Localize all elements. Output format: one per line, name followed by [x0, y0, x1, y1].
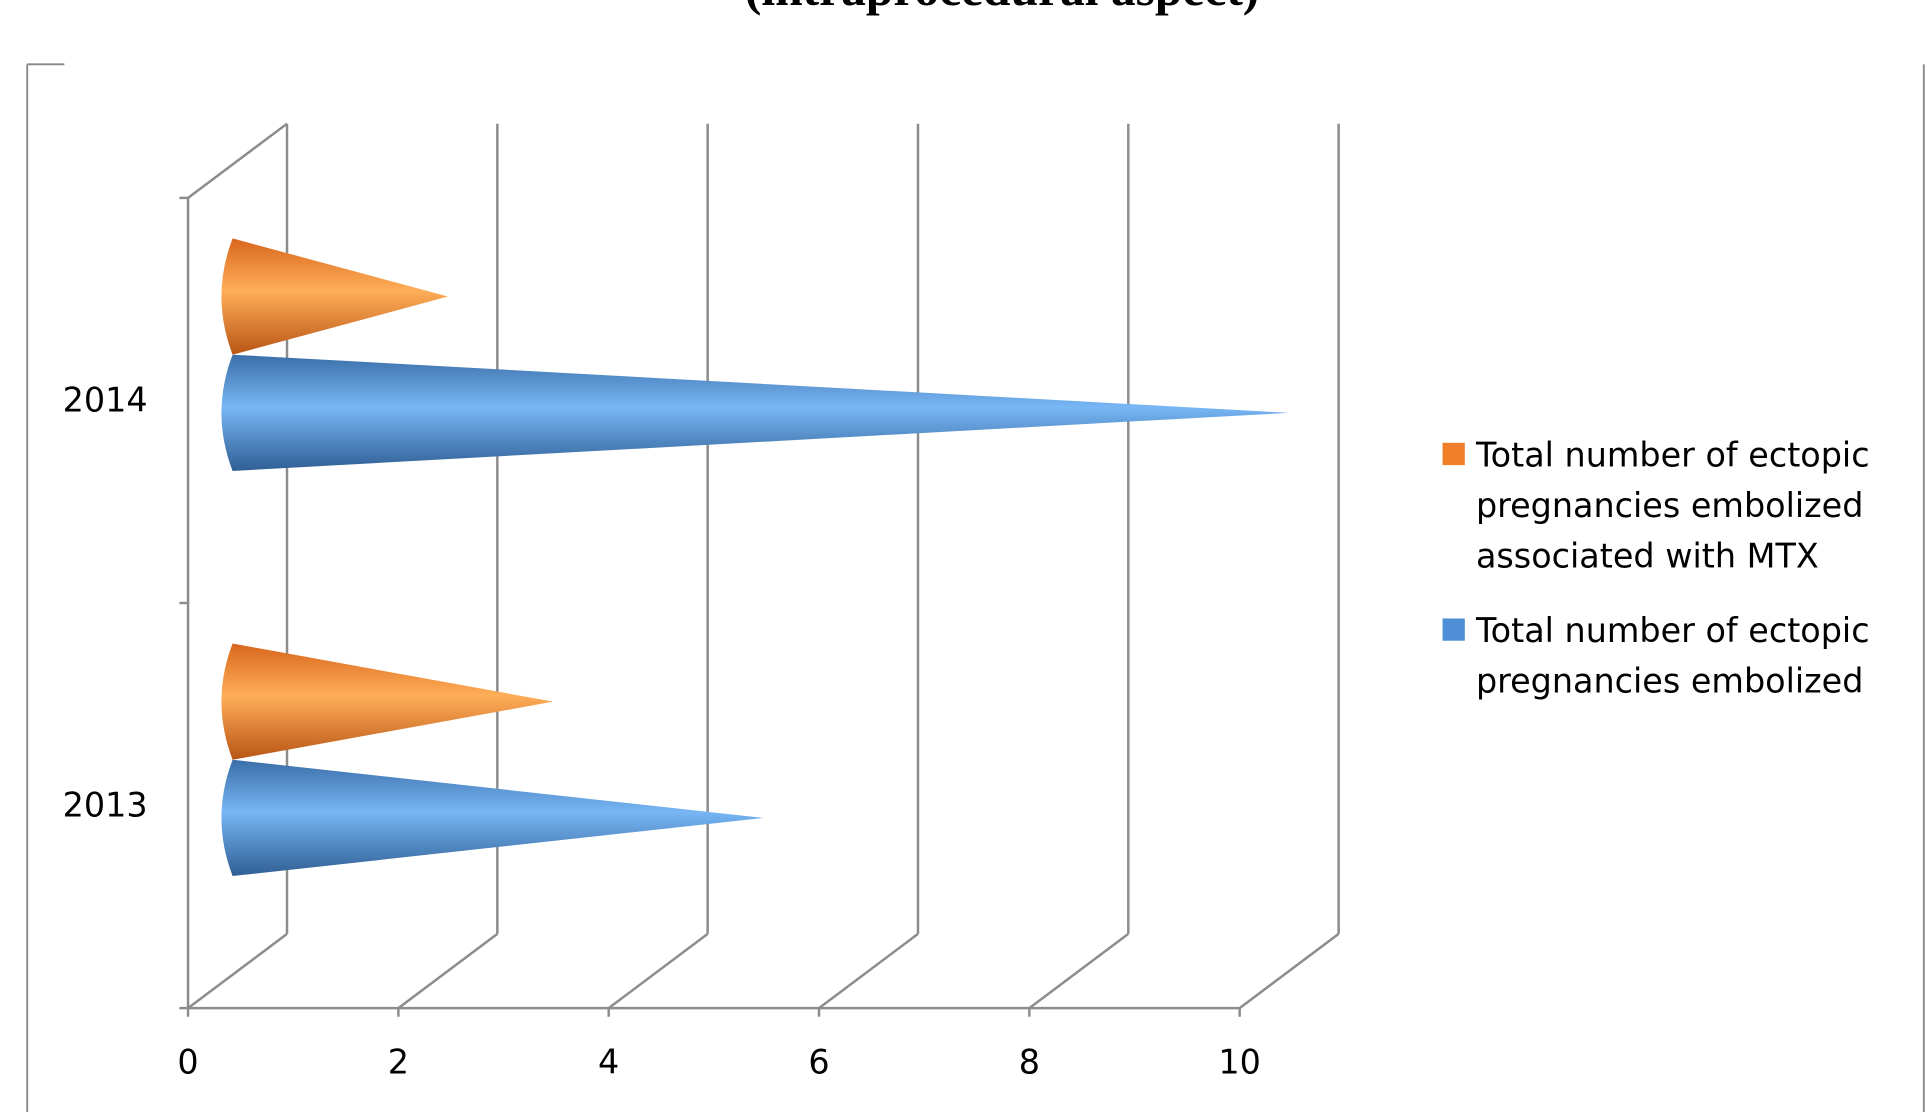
y-category-label: 2013	[63, 786, 148, 825]
floor-gridline	[607, 932, 709, 1010]
legend-label: associated with MTX	[1476, 537, 1819, 576]
chart-frame	[26, 63, 1925, 1112]
y-category-label: 2014	[63, 381, 148, 420]
cone-orange-2014	[221, 238, 448, 355]
x-tick-label: 6	[808, 1043, 829, 1082]
floor-gridline	[397, 932, 499, 1010]
cone-orange-2013	[221, 643, 554, 760]
legend-swatch	[1442, 442, 1465, 466]
chart-title: (intraprocedural aspect)	[745, 0, 1259, 16]
x-tick-label: 8	[1019, 1043, 1040, 1082]
legend-swatch	[1442, 618, 1465, 641]
legend-label: Total number of ectopic	[1475, 611, 1870, 650]
x-tick-label: 0	[177, 1043, 198, 1082]
legend: Total number of ectopic pregnancies embol…	[1442, 435, 1870, 701]
floor-gridline	[818, 932, 919, 1010]
cone-blue-2013	[221, 759, 764, 877]
cone-blue-2014	[221, 354, 1290, 471]
x-tick-label: 2	[388, 1043, 409, 1082]
legend-label: pregnancies embolized	[1476, 486, 1863, 525]
floor-gridline	[187, 932, 288, 1010]
legend-label: pregnancies embolized	[1476, 662, 1863, 701]
legend-label: Total number of ectopic	[1475, 435, 1870, 474]
floor-gridline	[1028, 932, 1130, 1010]
x-tick-label: 4	[598, 1043, 619, 1082]
floor-gridline	[1238, 932, 1340, 1010]
left-wall-top	[187, 122, 288, 199]
x-tick-label: 10	[1218, 1043, 1261, 1082]
